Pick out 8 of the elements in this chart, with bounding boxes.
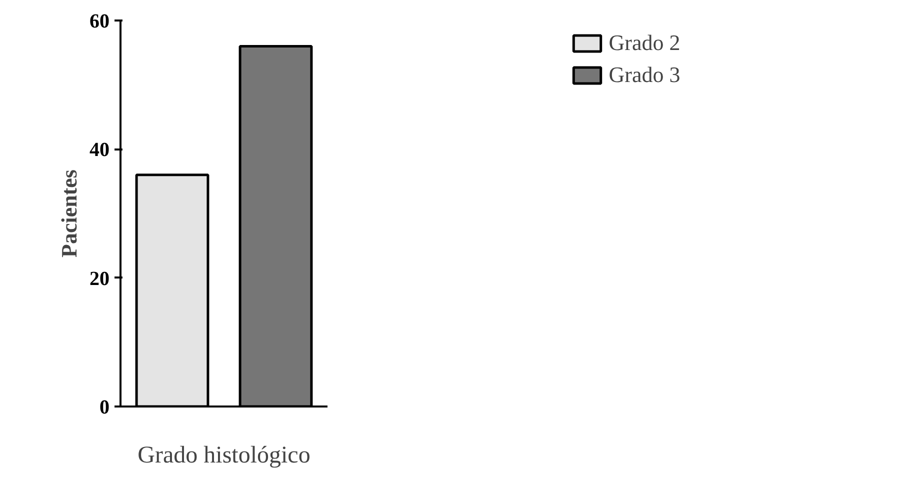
y-tick-label: 40 bbox=[90, 139, 110, 162]
y-tick-label: 0 bbox=[100, 396, 110, 418]
y-axis-title: Pacientes bbox=[56, 169, 82, 258]
legend-label: Grado 2 bbox=[608, 30, 680, 56]
x-axis-title: Grado histológico bbox=[138, 442, 310, 468]
legend-label: Grado 3 bbox=[608, 62, 680, 88]
y-tick-label: 20 bbox=[90, 268, 110, 290]
y-tick-label: 60 bbox=[90, 10, 110, 32]
